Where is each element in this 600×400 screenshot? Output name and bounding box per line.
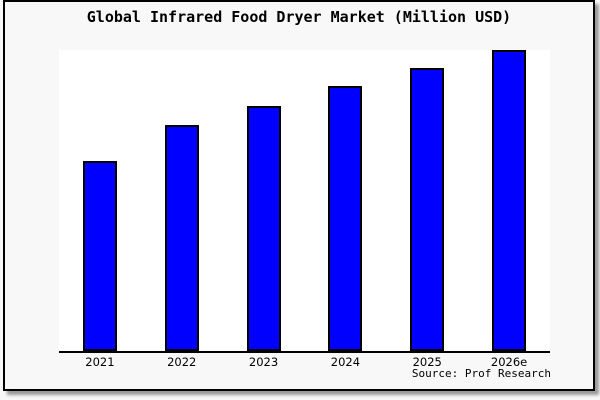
bar-slot-2025	[386, 50, 468, 351]
bar-2022	[164, 125, 199, 351]
source-attribution: Source: Prof Research	[411, 367, 551, 380]
bar-slot-2023	[223, 50, 305, 351]
bar-slot-2021	[59, 50, 141, 351]
plot-area	[59, 50, 550, 353]
bar-2024	[328, 86, 363, 351]
x-tick-label-2023: 2023	[248, 355, 279, 369]
bar-2021	[82, 161, 117, 351]
bar-2023	[246, 105, 281, 351]
x-tick-label-2021: 2021	[85, 355, 115, 369]
bar-slot-2022	[141, 50, 223, 351]
x-tick-label-2026e: 2026e	[490, 355, 528, 369]
x-tick-label-2022: 2022	[167, 355, 197, 369]
chart-title: Global Infrared Food Dryer Market (Milli…	[86, 8, 512, 26]
bar-2026e	[492, 50, 527, 351]
x-axis-labels: 2021 2022 2023 2024 2025 2026e	[59, 355, 550, 369]
bar-slot-2026e	[468, 50, 550, 351]
bar-slot-2024	[304, 50, 386, 351]
bar-2025	[410, 68, 445, 351]
x-tick-label-2024: 2024	[330, 355, 361, 369]
x-tick-label-2025: 2025	[412, 355, 442, 369]
